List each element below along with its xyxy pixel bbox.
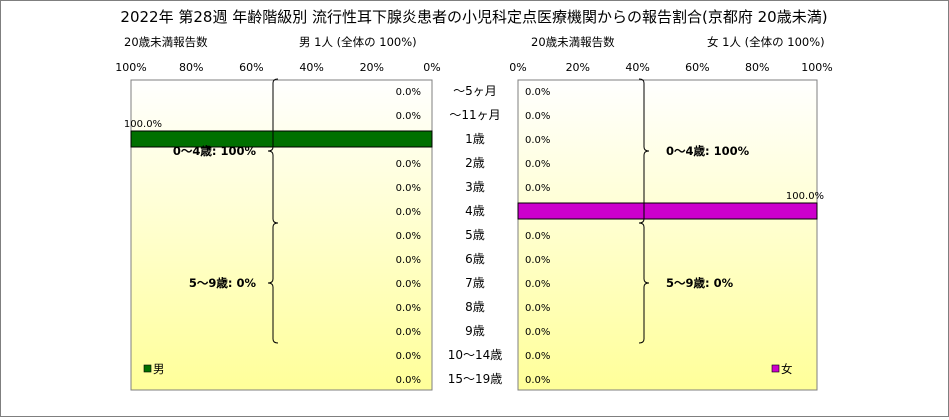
female-bars <box>517 202 818 220</box>
category-label: 10～14歳 <box>448 348 503 362</box>
female-value-label: 0.0% <box>525 87 550 98</box>
female-value-label: 0.0% <box>525 159 550 170</box>
category-label: ～11ヶ月 <box>449 108 500 122</box>
male-value-label: 0.0% <box>396 87 421 98</box>
chart-title: 2022年 第28週 年齢階級別 流行性耳下腺炎患者の小児科定点医療機関からの報… <box>120 8 827 26</box>
female-value-label: 100.0% <box>786 191 824 202</box>
female-subtitle-left: 20歳未満報告数 <box>531 35 615 49</box>
female-plot-area <box>517 79 818 391</box>
group-brace <box>638 78 650 224</box>
group-brace <box>267 222 279 344</box>
male-bars <box>130 130 433 148</box>
male-plot-area <box>130 79 433 391</box>
male-value-label: 0.0% <box>396 255 421 266</box>
male-tick-label: 20% <box>360 61 384 74</box>
male-tick-label: 0% <box>423 61 440 74</box>
male-tick-label: 80% <box>179 61 203 74</box>
female-group-label: 5～9歳: 0% <box>666 276 734 290</box>
male-value-label: 0.0% <box>396 327 421 338</box>
category-label: ～5ヶ月 <box>453 84 497 98</box>
female-tick-label: 20% <box>566 61 590 74</box>
male-tick-labels: 100% 80% 60% 40% 20% 0% <box>115 61 440 74</box>
male-subtitle-right: 男 1人 (全体の 100%) <box>299 35 417 49</box>
female-value-label: 0.0% <box>525 327 550 338</box>
female-value-label: 0.0% <box>525 183 550 194</box>
female-value-label: 0.0% <box>525 135 550 146</box>
male-value-label: 0.0% <box>396 207 421 218</box>
male-subtitle-left: 20歳未満報告数 <box>124 35 208 49</box>
female-tick-label: 60% <box>685 61 709 74</box>
male-value-label: 0.0% <box>396 303 421 314</box>
female-tick-label: 0% <box>509 61 526 74</box>
female-tick-label: 80% <box>745 61 769 74</box>
male-group-label: 5～9歳: 0% <box>189 276 257 290</box>
male-legend-swatch <box>143 364 152 373</box>
male-value-label: 0.0% <box>396 279 421 290</box>
female-value-label: 0.0% <box>525 375 550 386</box>
male-value-label: 0.0% <box>396 375 421 386</box>
category-label: 9歳 <box>465 324 485 338</box>
male-value-label: 0.0% <box>396 351 421 362</box>
female-bar <box>517 202 818 220</box>
female-value-label: 0.0% <box>525 255 550 266</box>
female-value-label: 0.0% <box>525 231 550 242</box>
male-tick-label: 40% <box>299 61 323 74</box>
female-value-label: 0.0% <box>525 351 550 362</box>
category-label: 15～19歳 <box>448 372 503 386</box>
category-label: 6歳 <box>465 252 485 266</box>
category-label: 3歳 <box>465 180 485 194</box>
male-value-label: 0.0% <box>396 231 421 242</box>
female-value-label: 0.0% <box>525 111 550 122</box>
female-value-label: 0.0% <box>525 279 550 290</box>
male-legend-label: 男 <box>153 362 165 376</box>
female-value-label: 0.0% <box>525 303 550 314</box>
category-label: 1歳 <box>465 132 485 146</box>
male-tick-label: 100% <box>115 61 146 74</box>
female-tick-label: 100% <box>801 61 832 74</box>
male-group-label: 0～4歳: 100% <box>173 144 257 158</box>
male-value-label: 100.0% <box>124 119 162 130</box>
category-label: 7歳 <box>465 276 485 290</box>
male-tick-label: 60% <box>239 61 263 74</box>
group-brace <box>267 78 279 224</box>
male-bar <box>130 130 433 148</box>
category-label: 5歳 <box>465 228 485 242</box>
male-value-label: 0.0% <box>396 111 421 122</box>
group-braces: 0～4歳: 100% 5～9歳: 0% 0～4歳: 100% 5～9歳: 0% <box>173 78 750 344</box>
male-value-labels: 0.0% 0.0% 100.0% 0.0% 0.0% 0.0% 0.0% 0.0% 0.0% 0.… <box>124 87 421 386</box>
group-brace <box>638 222 650 344</box>
category-label: 4歳 <box>465 204 485 218</box>
category-labels: ～5ヶ月 ～11ヶ月 1歳 2歳 3歳 4歳 5歳 6歳 7歳 8歳 9歳 10～14歳 15～19歳 <box>448 84 503 386</box>
male-value-label: 0.0% <box>396 159 421 170</box>
female-value-labels: 0.0% 0.0% 0.0% 0.0% 0.0% 100.0% 0.0% 0.0% 0.0% 0.… <box>525 87 824 386</box>
male-value-label: 0.0% <box>396 183 421 194</box>
female-subtitle-right: 女 1人 (全体の 100%) <box>707 35 825 49</box>
female-legend-label: 女 <box>781 362 793 376</box>
female-tick-label: 40% <box>625 61 649 74</box>
female-legend-swatch <box>771 364 780 373</box>
category-label: 2歳 <box>465 156 485 170</box>
female-group-label: 0～4歳: 100% <box>666 144 750 158</box>
female-tick-labels: 0% 20% 40% 60% 80% 100% <box>509 61 832 74</box>
category-label: 8歳 <box>465 300 485 314</box>
